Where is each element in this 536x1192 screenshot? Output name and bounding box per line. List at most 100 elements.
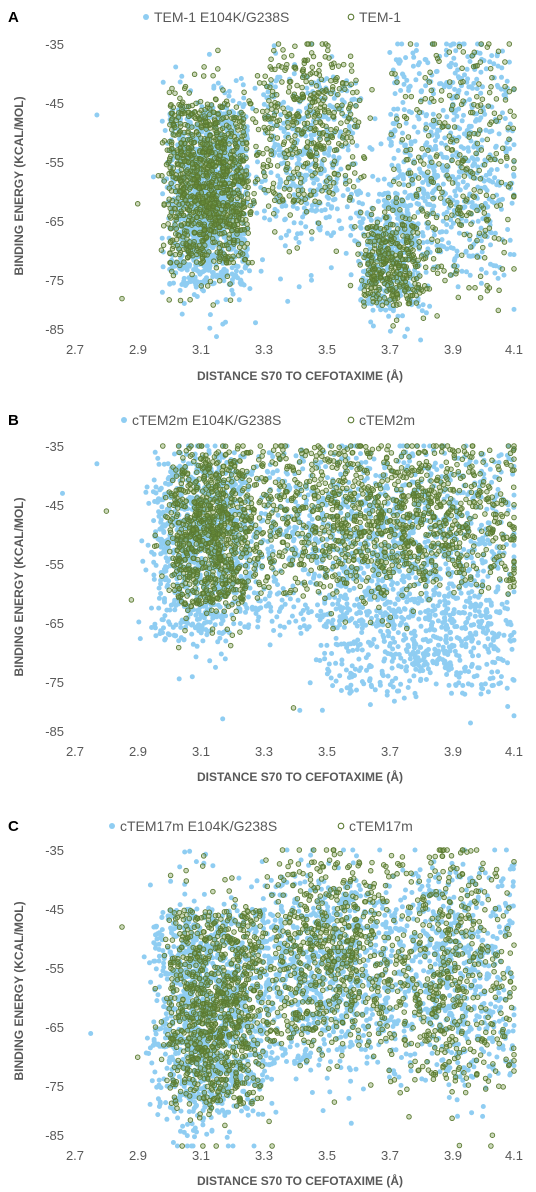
wildtype-data-point — [172, 206, 179, 212]
mutant-data-point — [390, 133, 396, 139]
wildtype-data-point — [199, 237, 205, 244]
mutant-data-point — [242, 265, 248, 271]
mutant-data-point — [430, 111, 436, 117]
wildtype-data-point — [477, 273, 484, 280]
mutant-data-point — [466, 84, 472, 90]
mutant-data-point — [172, 607, 178, 613]
wildtype-data-point — [435, 264, 441, 270]
wildtype-data-point — [399, 136, 406, 143]
wildtype-data-point — [498, 179, 505, 186]
mutant-data-point — [279, 203, 285, 209]
mutant-data-point — [311, 180, 317, 186]
wildtype-data-point — [369, 248, 376, 255]
wildtype-data-point — [291, 197, 297, 203]
mutant-data-point — [291, 71, 297, 77]
wildtype-data-point — [493, 96, 500, 102]
wildtype-data-point — [185, 128, 191, 135]
mutant-data-point — [395, 106, 401, 112]
wildtype-data-point — [471, 187, 477, 193]
mutant-data-point — [253, 320, 258, 326]
mutant-data-point — [368, 319, 374, 325]
mutant-data-point — [330, 197, 336, 203]
wildtype-data-point — [399, 197, 405, 204]
mutant-data-point — [483, 66, 489, 72]
wildtype-data-point — [376, 238, 383, 244]
wildtype-data-point — [295, 191, 302, 198]
mutant-data-point — [261, 208, 267, 214]
mutant-data-point — [504, 78, 510, 84]
mutant-data-point — [197, 271, 203, 277]
wildtype-data-point — [396, 122, 403, 129]
legend-label-mutant: cTEM2m E104K/G238S — [132, 412, 281, 428]
wildtype-data-point — [436, 247, 443, 254]
wildtype-data-point — [186, 186, 193, 192]
mutant-data-point — [434, 68, 440, 74]
wildtype-data-point — [172, 124, 178, 131]
mutant-data-point — [465, 54, 471, 60]
mutant-data-point — [463, 249, 469, 255]
mutant-data-point — [441, 84, 447, 90]
wildtype-data-point — [415, 186, 422, 193]
wildtype-data-point — [240, 200, 246, 207]
wildtype-data-point — [196, 210, 203, 216]
mutant-data-point — [218, 651, 224, 657]
wildtype-data-point — [476, 230, 483, 236]
mutant-data-point — [472, 161, 478, 167]
wildtype-data-point — [424, 250, 430, 256]
wildtype-data-point — [383, 231, 389, 237]
wildtype-data-point — [385, 246, 391, 253]
wildtype-data-point — [393, 317, 400, 323]
mutant-data-point — [247, 286, 253, 292]
mutant-data-point — [291, 192, 297, 198]
wildtype-data-point — [191, 71, 198, 78]
mutant-data-point — [324, 76, 330, 82]
mutant-data-point — [214, 299, 220, 305]
mutant-data-point — [383, 307, 389, 313]
wildtype-data-point — [331, 170, 338, 177]
wildtype-data-point — [409, 177, 415, 183]
mutant-data-point — [415, 129, 421, 135]
wildtype-data-point — [261, 124, 267, 131]
wildtype-data-point — [302, 196, 308, 202]
mutant-data-point — [404, 228, 410, 234]
scatter-panel-b: B cTEM2m E104K/G238S cTEM2m -35 -45 -55 … — [8, 412, 523, 784]
mutant-data-point — [495, 63, 501, 69]
wildtype-data-point — [184, 254, 191, 260]
wildtype-data-point — [219, 177, 226, 184]
wildtype-data-point — [338, 142, 345, 149]
mutant-data-point — [369, 146, 375, 152]
wildtype-data-point — [393, 195, 400, 201]
mutant-data-point — [503, 182, 509, 187]
wildtype-data-point — [342, 86, 348, 92]
wildtype-data-point — [451, 263, 458, 269]
wildtype-data-point — [212, 239, 218, 245]
mutant-data-point — [411, 124, 417, 130]
wildtype-data-point — [207, 278, 214, 285]
wildtype-data-point — [347, 53, 354, 59]
wildtype-data-point — [439, 124, 445, 130]
mutant-data-point — [254, 210, 260, 216]
mutant-data-point — [480, 162, 486, 168]
mutant-data-point — [200, 638, 206, 644]
mutant-data-point — [478, 90, 484, 96]
mutant-data-point — [144, 484, 150, 490]
mutant-data-point — [387, 328, 393, 334]
mutant-data-point — [342, 179, 348, 185]
wildtype-data-point — [270, 210, 277, 217]
wildtype-data-point — [168, 101, 174, 108]
wildtype-data-point — [229, 227, 235, 233]
mutant-data-point — [499, 74, 504, 80]
mutant-data-point — [236, 297, 242, 303]
mutant-data-point — [478, 238, 484, 244]
mutant-data-point — [465, 145, 471, 151]
wildtype-data-point — [425, 220, 431, 226]
mutant-data-point — [262, 215, 267, 221]
mutant-data-point — [160, 79, 166, 85]
mutant-data-point — [244, 164, 250, 170]
wildtype-data-point — [424, 285, 430, 292]
wildtype-data-point — [312, 198, 318, 204]
mutant-data-point — [434, 243, 440, 249]
mutant-data-point — [494, 167, 500, 172]
wildtype-data-point — [347, 101, 354, 108]
